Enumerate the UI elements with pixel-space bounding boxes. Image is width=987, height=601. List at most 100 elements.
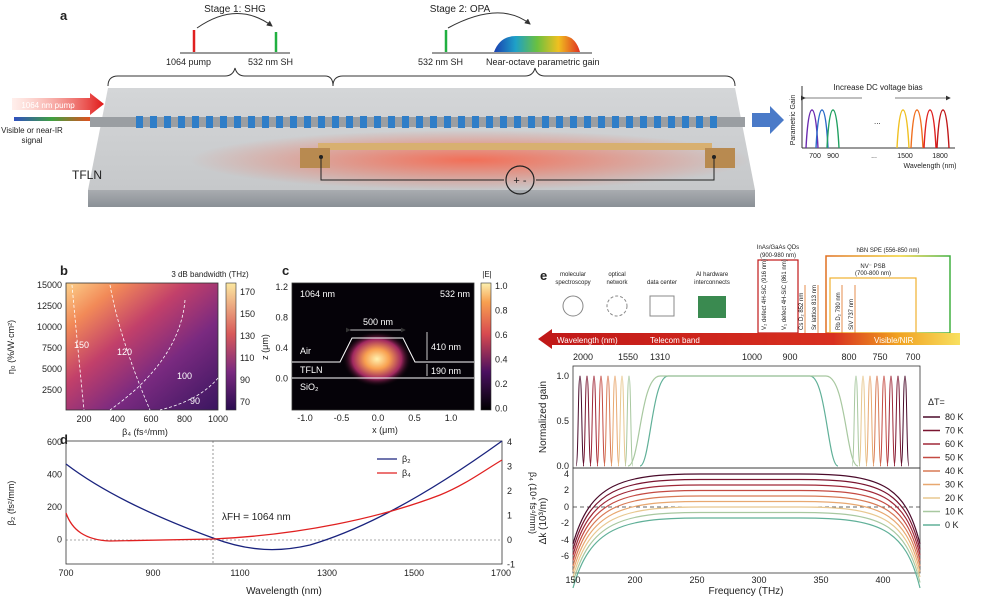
panel-a-letter: a bbox=[60, 8, 68, 23]
panel-c-colorbar bbox=[480, 282, 492, 411]
inset-peak bbox=[826, 109, 840, 149]
d-xtick: 700 bbox=[58, 568, 73, 578]
e-ytick-bottom: -4 bbox=[561, 535, 569, 545]
gain-spectrum bbox=[494, 36, 580, 52]
hbn-label: hBN SPE (556-850 nm) bbox=[856, 248, 919, 254]
dc-source bbox=[505, 165, 535, 195]
legend-entry: 70 K bbox=[945, 426, 964, 436]
gain-label: Near-octave parametric gain bbox=[486, 57, 600, 67]
dk-curve bbox=[572, 517, 921, 589]
gain-peak bbox=[900, 375, 910, 467]
beta4-curve bbox=[65, 459, 503, 542]
inset-tick: 1800 bbox=[932, 153, 948, 160]
panel-b-ylabel: η₀ (%/W·cm²) bbox=[6, 320, 16, 374]
e-xtick: 350 bbox=[813, 575, 828, 585]
d-xtick: 1700 bbox=[491, 568, 511, 578]
e-top-tick: 700 bbox=[905, 352, 920, 362]
defect-label: SiV 737 nm bbox=[849, 299, 855, 330]
d-xtick: 1500 bbox=[404, 568, 424, 578]
panel-d-ylabel-right: β₄ (10⁴ fs⁴/mm) bbox=[528, 472, 538, 534]
panel-d-annotation: λFH = 1064 nm bbox=[222, 512, 291, 523]
b-cbar-tick: 130 bbox=[240, 331, 255, 341]
bandwidth-map bbox=[65, 282, 219, 411]
c-ytick: 0.4 bbox=[275, 343, 288, 353]
legend-entry: 40 K bbox=[945, 466, 964, 476]
poling-segment bbox=[206, 116, 213, 128]
dk-curve bbox=[572, 484, 921, 556]
panel-d: d λFH = 1064 nm β₂ β₄ 700 900 1100 1300 1500… bbox=[6, 432, 538, 597]
dk-curve bbox=[572, 489, 921, 561]
qd-label: InAs/GaAs QDs bbox=[757, 245, 799, 251]
b-ytick: 7500 bbox=[42, 343, 62, 353]
hbn-bracket bbox=[825, 255, 951, 334]
dk-curve bbox=[572, 478, 921, 550]
network-icon bbox=[606, 295, 628, 317]
e-xtick: 150 bbox=[565, 575, 580, 585]
electrode-pad-left bbox=[300, 148, 330, 168]
poling-segment bbox=[556, 116, 563, 128]
inset-xlabel: Wavelength (nm) bbox=[903, 163, 956, 170]
e-ytick-bottom: -2 bbox=[561, 518, 569, 528]
dk-ylabel: Δk (10³/m) bbox=[538, 498, 549, 545]
gain-peak bbox=[589, 375, 599, 467]
band-telecom: Telecom band bbox=[650, 336, 700, 345]
poling-segment bbox=[192, 116, 199, 128]
gain-peak bbox=[575, 375, 585, 467]
inset-title: Increase DC voltage bias bbox=[833, 83, 922, 92]
legend-beta4: β₄ bbox=[402, 468, 411, 478]
ridge-outline bbox=[292, 337, 474, 379]
gain-peak bbox=[617, 375, 627, 467]
poling-segment bbox=[500, 116, 507, 128]
tfln-chip-front bbox=[88, 190, 755, 207]
dc-source-symbol: + - bbox=[513, 175, 526, 187]
molecule-icon bbox=[562, 295, 584, 317]
app-spectroscopy: spectroscopy bbox=[555, 280, 590, 286]
poling-segment bbox=[696, 116, 703, 128]
poling-segment bbox=[626, 116, 633, 128]
panel-b-letter: b bbox=[60, 263, 68, 278]
sh2-label: 532 nm SH bbox=[418, 57, 463, 67]
d-ytick-right: 2 bbox=[507, 486, 512, 496]
poling-segment bbox=[654, 116, 661, 128]
gain-peak bbox=[610, 375, 620, 467]
dk-plot-area bbox=[572, 467, 921, 574]
nv-bracket bbox=[829, 277, 917, 334]
e-ytick-top: 1.0 bbox=[556, 371, 569, 381]
defect-label: Sr lattice 813 nm bbox=[812, 285, 818, 330]
server-icon bbox=[649, 295, 675, 317]
legend-entry: 0 K bbox=[945, 520, 959, 530]
c-xtick: -0.5 bbox=[334, 413, 350, 423]
e-top-tick: 800 bbox=[841, 352, 856, 362]
poling-segment bbox=[416, 116, 423, 128]
panel-c-letter: c bbox=[282, 263, 289, 278]
pump-input-label: 1064 nm pump bbox=[21, 101, 75, 110]
signal-input-label-1: Visible or near-IR bbox=[1, 126, 63, 135]
gain-peak bbox=[624, 375, 634, 467]
panel-c-cbar-title: |E| bbox=[482, 270, 492, 279]
stage1-brace bbox=[107, 67, 334, 87]
e-top-tick: 2000 bbox=[573, 352, 593, 362]
stage2-label: Stage 2: OPA bbox=[430, 4, 491, 15]
e-xtick: 200 bbox=[627, 575, 642, 585]
b-cbar-tick: 90 bbox=[240, 375, 250, 385]
dk-curve bbox=[572, 500, 921, 572]
chip-icon bbox=[698, 296, 726, 318]
layer-air: Air bbox=[300, 346, 311, 356]
pump-label: 1064 pump bbox=[166, 57, 211, 67]
height2-label: 190 nm bbox=[431, 366, 461, 376]
electrode-pad-right bbox=[705, 148, 735, 168]
inset-tick: 900 bbox=[827, 153, 839, 160]
legend-entry: 80 K bbox=[945, 412, 964, 422]
contour-150: 150 bbox=[74, 340, 89, 350]
d-ytick-right: 4 bbox=[507, 437, 512, 447]
gain-peak bbox=[582, 375, 592, 467]
inset-tick: 1500 bbox=[897, 153, 913, 160]
gain-peak bbox=[865, 375, 875, 467]
c-xtick: 0.5 bbox=[408, 413, 421, 423]
gain-flat-top bbox=[627, 375, 859, 467]
gain-peak bbox=[858, 375, 868, 467]
panel-c: c 500 nm 410 nm 190 nm Air TFLN SiO₂ 106… bbox=[260, 263, 508, 435]
poling-segment bbox=[528, 116, 535, 128]
dk-curve bbox=[572, 473, 921, 545]
